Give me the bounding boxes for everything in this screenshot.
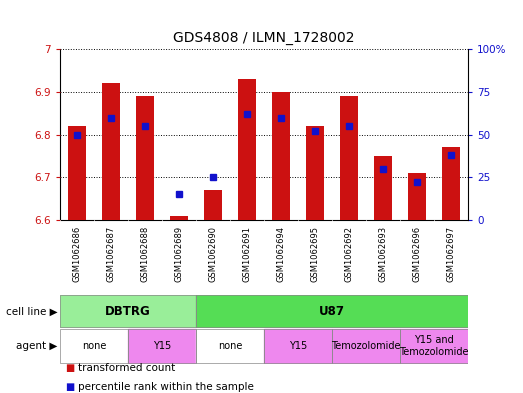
Text: GSM1062689: GSM1062689: [175, 226, 184, 282]
Bar: [204, 190, 222, 220]
Text: Y15: Y15: [153, 341, 171, 351]
Bar: [340, 96, 358, 220]
Bar: [102, 83, 120, 220]
Bar: [374, 156, 392, 220]
Bar: [170, 216, 188, 220]
Text: GSM1062691: GSM1062691: [243, 226, 252, 282]
Bar: [196, 329, 264, 363]
Text: GDS4808 / ILMN_1728002: GDS4808 / ILMN_1728002: [173, 31, 355, 45]
Text: cell line ▶: cell line ▶: [6, 307, 58, 316]
Text: transformed count: transformed count: [78, 363, 176, 373]
Bar: [60, 296, 196, 327]
Text: GSM1062694: GSM1062694: [277, 226, 286, 282]
Bar: [400, 329, 468, 363]
Text: none: none: [218, 341, 242, 351]
Bar: [136, 96, 154, 220]
Text: GSM1062696: GSM1062696: [413, 226, 422, 282]
Bar: [400, 329, 468, 363]
Bar: [408, 173, 426, 220]
Text: GSM1062686: GSM1062686: [73, 226, 82, 282]
Bar: [196, 296, 468, 327]
Text: none: none: [82, 341, 106, 351]
Bar: [442, 147, 460, 220]
Text: GSM1062695: GSM1062695: [311, 226, 320, 282]
Text: U87: U87: [319, 305, 345, 318]
Bar: [196, 329, 264, 363]
Bar: [128, 329, 196, 363]
Text: ■: ■: [65, 363, 75, 373]
Text: Temozolomide: Temozolomide: [332, 341, 401, 351]
Text: Y15: Y15: [289, 341, 307, 351]
Bar: [60, 296, 196, 327]
Text: GSM1062690: GSM1062690: [209, 226, 218, 282]
Bar: [196, 296, 468, 327]
Text: GSM1062697: GSM1062697: [447, 226, 456, 282]
Text: GSM1062693: GSM1062693: [379, 226, 388, 282]
Text: agent ▶: agent ▶: [16, 341, 58, 351]
Bar: [332, 329, 400, 363]
Text: Y15 and
Temozolomide: Y15 and Temozolomide: [400, 335, 469, 356]
Bar: [332, 329, 400, 363]
Bar: [60, 329, 128, 363]
Bar: [128, 329, 196, 363]
Bar: [264, 329, 332, 363]
Text: percentile rank within the sample: percentile rank within the sample: [78, 382, 254, 392]
Text: GSM1062688: GSM1062688: [141, 226, 150, 282]
Bar: [306, 126, 324, 220]
Bar: [272, 92, 290, 220]
Bar: [264, 329, 332, 363]
Text: ■: ■: [65, 382, 75, 392]
Bar: [60, 329, 128, 363]
Text: GSM1062687: GSM1062687: [107, 226, 116, 282]
Text: GSM1062692: GSM1062692: [345, 226, 354, 282]
Bar: [238, 79, 256, 220]
Text: DBTRG: DBTRG: [105, 305, 151, 318]
Bar: [68, 126, 86, 220]
